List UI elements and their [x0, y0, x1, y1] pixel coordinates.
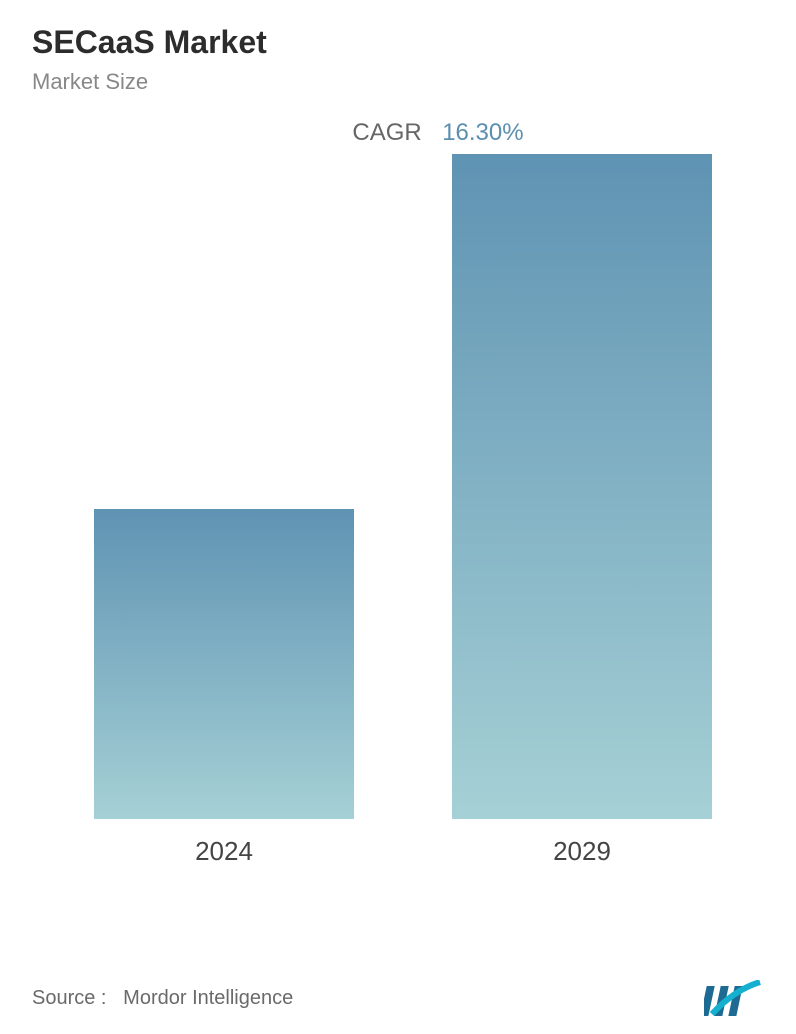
chart-subtitle: Market Size [32, 69, 764, 95]
bar-2029 [452, 154, 712, 819]
bar-2024 [94, 509, 354, 819]
cagr-value: 16.30% [442, 119, 523, 146]
source-attribution: Source : Mordor Intelligence [32, 987, 293, 1010]
chart-title: SECaaS Market [32, 24, 764, 61]
cagr-label: CAGR [352, 119, 421, 146]
mordor-logo-icon [704, 980, 764, 1016]
source-label: Source : [32, 987, 106, 1009]
bar-label-2029: 2029 [452, 836, 712, 867]
bar-chart: 2024 2029 [32, 159, 764, 879]
cagr-row: CAGR 16.30% [112, 119, 764, 147]
source-name: Mordor Intelligence [123, 987, 293, 1009]
chart-footer: Source : Mordor Intelligence [32, 980, 764, 1016]
bar-label-2024: 2024 [94, 836, 354, 867]
